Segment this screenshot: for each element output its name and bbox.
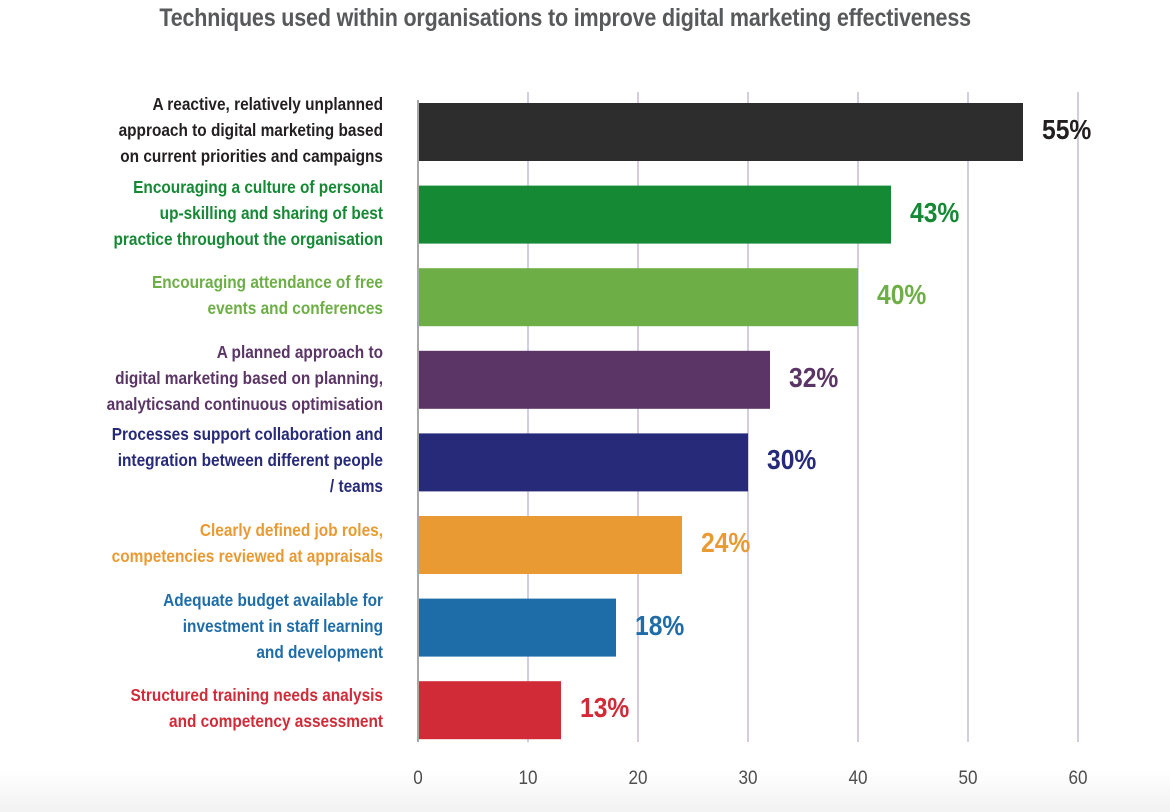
bar-3 [419, 350, 770, 409]
bar-5 [419, 516, 682, 574]
x-tick-label-0: 0 [413, 768, 423, 789]
bar-6 [419, 598, 616, 657]
category-label-5: Clearly defined job roles, competencies … [111, 520, 383, 566]
bar-2 [419, 268, 858, 327]
bar-4 [419, 433, 748, 492]
bar-7 [419, 681, 561, 740]
category-label-6: Adequate budget available for investment… [163, 589, 383, 662]
x-tick-label-50: 50 [958, 768, 978, 789]
bar-0 [419, 103, 1023, 161]
category-label-1: Encouraging a culture of personal up-ski… [113, 176, 383, 249]
value-label-2: 40% [877, 279, 927, 311]
x-tick-label-30: 30 [738, 768, 758, 789]
value-label-7: 13% [580, 692, 630, 724]
x-tick-label-40: 40 [848, 768, 868, 789]
value-label-1: 43% [910, 196, 960, 228]
category-label-4: Processes support collaboration and inte… [111, 424, 383, 497]
x-tick-label-60: 60 [1068, 768, 1088, 789]
value-label-0: 55% [1042, 114, 1092, 145]
value-label-4: 30% [767, 444, 817, 476]
value-label-5: 24% [701, 527, 751, 558]
category-label-0: A reactive, relatively unplanned approac… [118, 94, 383, 166]
category-label-7: Structured training needs analysis and c… [130, 685, 383, 732]
bar-1 [419, 185, 891, 244]
x-tick-label-20: 20 [628, 768, 648, 789]
x-tick-label-10: 10 [518, 768, 538, 789]
value-label-3: 32% [789, 361, 839, 393]
category-label-2: Encouraging attendance of free events an… [151, 272, 383, 319]
value-label-6: 18% [635, 609, 685, 641]
chart-title: Techniques used within organisations to … [159, 4, 971, 32]
category-label-3: A planned approach to digital marketing … [106, 341, 383, 414]
